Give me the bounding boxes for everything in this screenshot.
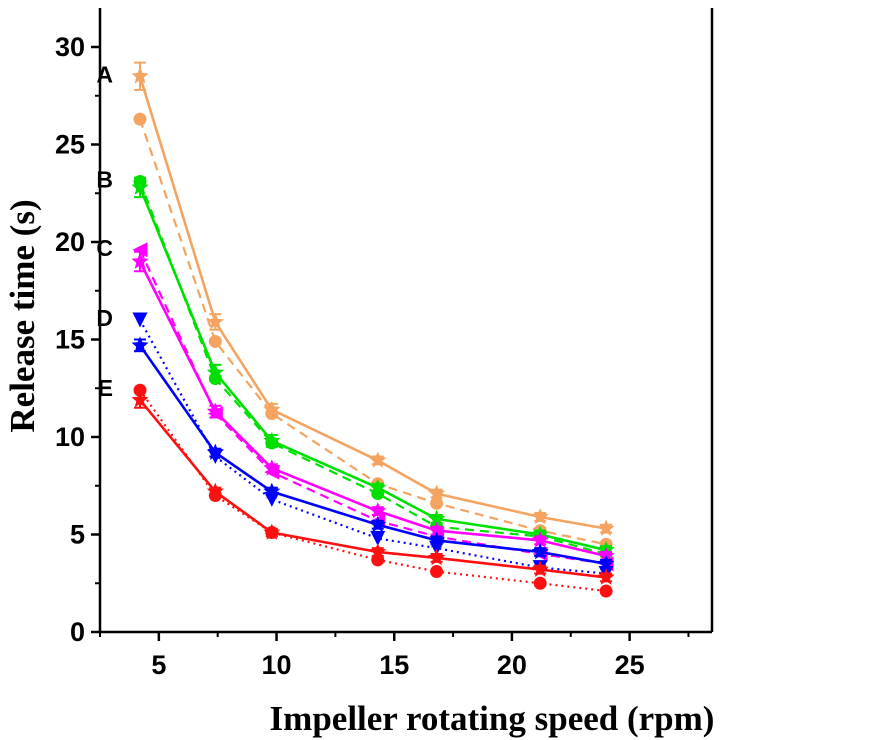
circle-marker [133, 383, 147, 397]
series-b-solid [131, 176, 615, 558]
series-b-dashed [133, 175, 613, 561]
star-marker [131, 252, 149, 269]
star-marker [531, 531, 549, 548]
circle-marker [371, 487, 385, 501]
triangle-left-marker [264, 464, 280, 480]
group-label-d: D [96, 305, 113, 331]
y-tick-label: 15 [55, 325, 85, 355]
group-label-e: E [98, 375, 113, 401]
circle-marker [430, 565, 444, 579]
axes: 0 5 10 15 20 25 30 5 10 15 20 25 [55, 8, 714, 680]
circle-marker [133, 175, 147, 189]
series-layer [131, 61, 615, 598]
star-marker [531, 560, 549, 577]
star-marker [369, 502, 387, 519]
circle-marker [265, 436, 279, 450]
star-marker [428, 484, 446, 501]
star-marker [531, 508, 549, 525]
circle-marker [133, 112, 147, 126]
y-tick-label: 5 [70, 520, 85, 550]
y-tick-label: 10 [55, 422, 85, 452]
circle-marker [430, 496, 444, 510]
y-tick-label: 25 [55, 130, 85, 160]
triangle-down-marker [429, 540, 445, 556]
star-marker [369, 515, 387, 532]
group-label-c: C [96, 235, 113, 261]
circle-marker [599, 584, 613, 598]
triangle-down-marker [207, 449, 223, 464]
triangle-down-marker [370, 530, 386, 546]
x-tick-label: 25 [615, 650, 645, 680]
y-tick-label: 30 [55, 32, 85, 62]
triangle-left-marker [207, 406, 223, 422]
circle-marker [265, 526, 279, 540]
triangle-down-marker [264, 491, 280, 507]
triangle-left-marker [132, 242, 148, 258]
star-marker [531, 543, 549, 560]
star-marker [597, 568, 615, 585]
series-e-dotted [133, 383, 613, 598]
star-marker [206, 312, 224, 330]
circle-marker [265, 407, 279, 421]
circle-marker [208, 372, 222, 385]
y-tick-label: 20 [55, 227, 85, 257]
circle-marker [208, 489, 222, 502]
star-marker [369, 451, 387, 468]
group-label-a: A [96, 61, 113, 87]
triangle-down-marker [132, 312, 148, 328]
star-marker [131, 67, 149, 84]
x-tick-label: 10 [262, 650, 292, 680]
series-a-solid [131, 61, 615, 536]
group-labels: A B C D E [96, 61, 113, 401]
y-tick-label: 0 [70, 617, 85, 647]
star-marker [131, 390, 149, 408]
star-marker [131, 336, 149, 353]
x-axis-title: Impeller rotating speed (rpm) [270, 699, 715, 738]
x-tick-label: 15 [379, 650, 409, 680]
circle-marker [371, 553, 385, 567]
x-tick-label: 5 [151, 650, 166, 680]
circle-marker [533, 576, 547, 590]
y-axis-title: Release time (s) [3, 199, 42, 432]
circle-marker [208, 334, 222, 348]
star-marker [428, 548, 446, 566]
x-tick-label: 20 [497, 650, 527, 680]
star-marker [597, 519, 615, 536]
group-label-b: B [96, 167, 113, 193]
